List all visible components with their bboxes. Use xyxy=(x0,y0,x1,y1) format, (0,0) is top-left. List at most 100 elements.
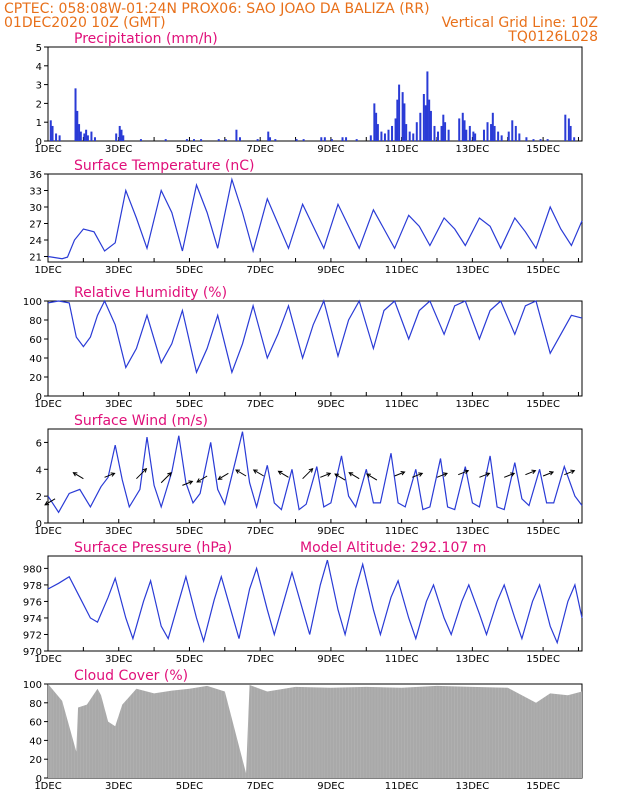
precipitation-bar xyxy=(415,122,418,141)
precipitation-bar xyxy=(403,103,406,141)
precipitation-ytick-label: 2 xyxy=(36,99,42,110)
pressure-ytick-label: 978 xyxy=(23,581,42,592)
cloud-xtick-label: 9DEC xyxy=(317,781,344,792)
wind-wind-arrow xyxy=(542,471,554,477)
cloud-ytick-label: 40 xyxy=(29,736,42,747)
wind-wind-arrow xyxy=(334,473,346,481)
precipitation-bar xyxy=(51,125,54,141)
pressure-xtick-label: 7DEC xyxy=(246,654,273,665)
wind-wind-arrow xyxy=(196,475,208,483)
wind-wind-arrowhead xyxy=(464,469,470,475)
pressure-title: Surface Pressure (hPa) xyxy=(74,540,232,556)
wind-xtick-label: 5DEC xyxy=(176,526,203,537)
wind-wind-arrow xyxy=(525,470,536,476)
precipitation-bar xyxy=(507,131,510,141)
pressure-ytick-label: 970 xyxy=(23,647,42,658)
humidity-line xyxy=(47,299,583,375)
humidity-title: Relative Humidity (%) xyxy=(74,285,227,301)
temperature-line xyxy=(47,177,583,260)
precipitation-ytick-label: 0 xyxy=(36,137,42,148)
humidity-xtick-label: 15DEC xyxy=(526,399,560,410)
pressure-xtick-label: 3DEC xyxy=(105,654,132,665)
precipitation-bar xyxy=(387,129,390,141)
wind-wind-arrowhead xyxy=(365,473,371,478)
wind-wind-arrowhead xyxy=(326,472,332,477)
temperature-xtick-label: 15DEC xyxy=(526,265,560,276)
precipitation-bar xyxy=(235,129,238,141)
precipitation-bar xyxy=(442,114,445,141)
wind-wind-arrowhead xyxy=(510,472,516,477)
precipitation-bar xyxy=(569,125,572,141)
precipitation-xtick-label: 11DEC xyxy=(385,144,419,155)
precipitation-bar xyxy=(426,71,429,141)
wind-wind-arrowhead xyxy=(72,472,78,477)
precipitation-ytick-label: 3 xyxy=(36,81,42,92)
precipitation-bar xyxy=(573,137,576,141)
precipitation-bar xyxy=(463,120,466,141)
wind-wind-arrowhead xyxy=(110,472,116,477)
wind-wind-arrow xyxy=(160,472,172,484)
precipitation-bar xyxy=(78,124,81,141)
precipitation-bar xyxy=(391,125,394,141)
cloud-title: Cloud Cover (%) xyxy=(74,668,188,684)
precipitation-bar xyxy=(447,129,450,141)
precipitation-bar xyxy=(192,139,195,141)
precipitation-bar xyxy=(398,84,401,141)
precipitation-bar xyxy=(429,110,432,141)
wind-wind-arrowhead xyxy=(442,472,448,477)
precipitation-ytick-label: 4 xyxy=(36,62,42,73)
precipitation-bar xyxy=(118,125,121,141)
wind-xtick-label: 11DEC xyxy=(385,526,419,537)
wind-wind-arrowhead xyxy=(308,467,314,473)
temperature-ytick-label: 30 xyxy=(29,203,42,214)
wind-wind-arrow xyxy=(412,472,423,478)
precipitation-bar xyxy=(518,133,521,141)
precipitation-bar xyxy=(355,139,358,141)
cloud-ytick-label: 20 xyxy=(29,755,42,766)
precipitation-bar xyxy=(412,133,415,141)
precipitation-bar xyxy=(493,125,496,141)
precipitation-bar xyxy=(274,139,277,141)
pressure-line xyxy=(47,559,583,645)
precipitation-xtick-label: 15DEC xyxy=(526,144,560,155)
wind-line xyxy=(47,431,583,514)
cloud-xtick-label: 1DEC xyxy=(34,781,61,792)
precipitation-bar xyxy=(437,131,440,141)
humidity-ytick-label: 40 xyxy=(29,354,42,365)
humidity-xtick-label: 13DEC xyxy=(456,399,490,410)
precipitation-bar xyxy=(90,131,93,141)
pressure-ytick-label: 972 xyxy=(23,630,42,641)
precipitation-bar xyxy=(256,139,259,141)
precipitation-bar xyxy=(472,131,475,141)
wind-ytick-label: 6 xyxy=(36,438,42,449)
panel-wind: Surface Wind (m/s) 0 2 4 6 1DEC 3DEC 5DEC 7DEC 9D… xyxy=(34,413,583,537)
precipitation-frame xyxy=(47,46,583,142)
precipitation-bar xyxy=(482,129,485,141)
precipitation-bar xyxy=(500,135,503,141)
precipitation-bar xyxy=(490,124,493,141)
precipitation-bar xyxy=(302,139,305,141)
wind-xtick-label: 15DEC xyxy=(526,526,560,537)
precipitation-bar xyxy=(465,129,468,141)
precipitation-bar xyxy=(79,131,82,141)
wind-xtick-label: 3DEC xyxy=(105,526,132,537)
wind-wind-arrow xyxy=(504,472,515,478)
wind-wind-arrowhead xyxy=(570,469,576,475)
wind-xtick-label: 1DEC xyxy=(34,526,61,537)
precipitation-bar xyxy=(474,133,477,141)
humidity-xtick-label: 1DEC xyxy=(34,399,61,410)
temperature-xtick-label: 5DEC xyxy=(176,265,203,276)
humidity-ytick-label: 60 xyxy=(29,335,42,346)
precipitation-bar xyxy=(525,137,528,141)
wind-xtick-label: 9DEC xyxy=(317,526,344,537)
precipitation-bar xyxy=(58,135,61,141)
panel-cloud: Cloud Cover (%) 0 20 40 60 80 100 1DEC 3DEC 5DEC 7… xyxy=(23,668,583,792)
temperature-xtick-label: 13DEC xyxy=(456,265,490,276)
precipitation-bar xyxy=(269,137,272,141)
precipitation-bar xyxy=(422,94,425,141)
wind-wind-arrow xyxy=(302,468,313,480)
temperature-ytick-label: 33 xyxy=(29,187,42,198)
wind-wind-arrowhead xyxy=(44,501,50,506)
precipitation-bar xyxy=(341,137,344,141)
panel-pressure: Surface Pressure (hPa) Model Altitude: 29… xyxy=(23,540,583,665)
